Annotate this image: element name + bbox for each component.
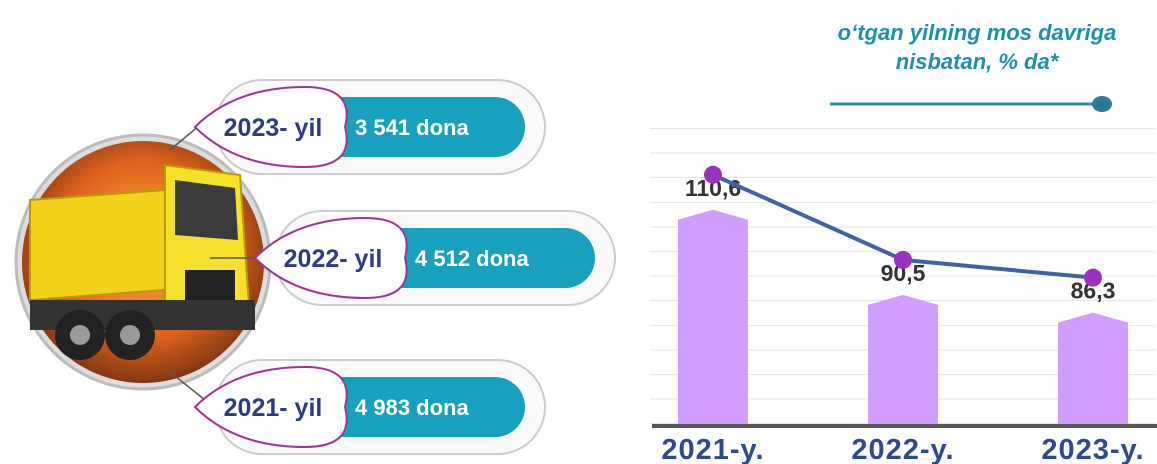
leaf <box>193 85 348 169</box>
year-label: 2022- yil <box>284 245 383 273</box>
bar <box>868 294 938 424</box>
bar <box>1058 312 1128 424</box>
count-label: 3 541 dona <box>355 115 469 140</box>
year-label: 2021- yil <box>224 394 323 422</box>
truck-picture <box>14 133 272 391</box>
leaf <box>253 216 408 300</box>
x-tick-label: 2023-y. <box>1041 434 1144 464</box>
legend-marker <box>1092 96 1112 112</box>
x-tick-label: 2022-y. <box>851 434 954 464</box>
count-label: 4 512 dona <box>415 246 529 271</box>
line-marker <box>704 165 722 184</box>
line-marker <box>1084 268 1102 287</box>
count-label: 4 983 dona <box>355 395 469 420</box>
leaf <box>193 365 348 449</box>
line-marker <box>894 250 912 269</box>
year-label: 2023- yil <box>224 114 323 142</box>
bar <box>678 209 748 424</box>
x-tick-label: 2021-y. <box>661 434 764 464</box>
legend-label: o‘tgan yilning mos davriga nisbatan, % d… <box>837 20 1117 74</box>
